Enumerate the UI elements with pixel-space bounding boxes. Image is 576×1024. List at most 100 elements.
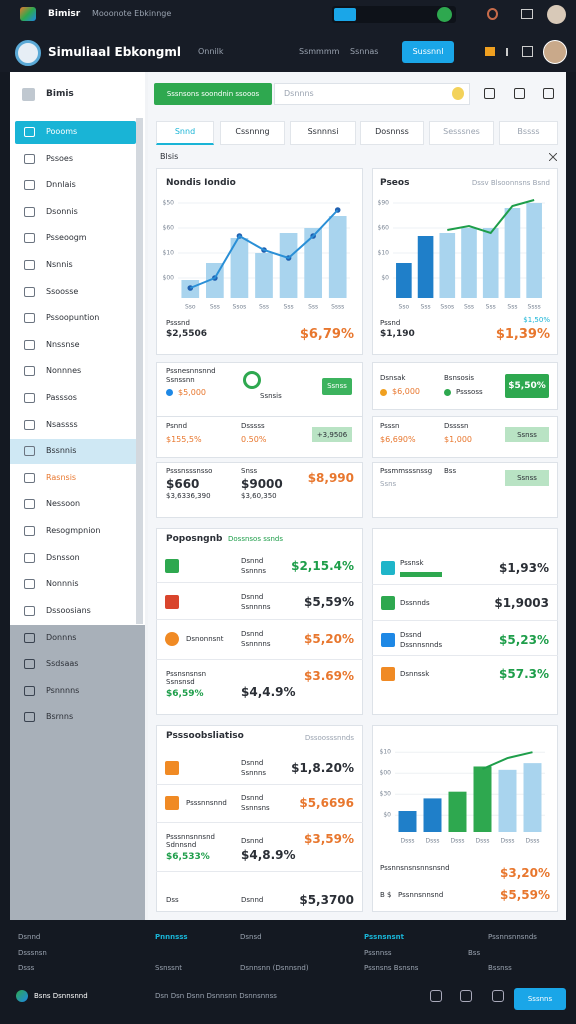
- highlight-item[interactable]: [10, 439, 136, 465]
- items[interactable]: Nessoon: [46, 499, 81, 509]
- search-input[interactable]: [274, 83, 470, 105]
- tabs[interactable]: Snnd: [174, 127, 196, 136]
- label2: Dssssn: [444, 422, 469, 430]
- items[interactable]: Pssoes: [46, 153, 74, 163]
- items[interactable]: Ssoosse: [46, 286, 79, 296]
- logo: [16, 990, 28, 1002]
- icon[interactable]: [492, 990, 504, 1002]
- sub: $3,6336,390: [166, 492, 211, 500]
- avatar[interactable]: [543, 40, 567, 64]
- label2: Snss: [241, 467, 258, 475]
- button[interactable]: Sssnns: [527, 995, 553, 1003]
- icon[interactable]: [485, 47, 495, 56]
- button[interactable]: [514, 988, 566, 1010]
- columns[interactable]: Bssnss: [488, 964, 512, 972]
- tabs[interactable]: Cssnnng: [235, 127, 270, 136]
- name: Dsnnd: [241, 896, 264, 904]
- columns[interactable]: Ssnssnt: [155, 964, 183, 972]
- icon[interactable]: [452, 87, 464, 100]
- columns[interactable]: Pssnsns Bsnsns: [364, 964, 419, 972]
- avatar[interactable]: [547, 5, 566, 24]
- icon: [24, 233, 35, 244]
- nav[interactable]: Ssmmmm: [299, 47, 340, 56]
- items[interactable]: Passsos: [46, 393, 77, 402]
- items[interactable]: Bssnnis: [46, 446, 77, 456]
- icon[interactable]: [521, 9, 533, 19]
- value: $5,3700: [299, 893, 354, 907]
- columns[interactable]: Pnnnsss: [155, 933, 188, 941]
- bottom-items[interactable]: Ssdsaas: [46, 659, 79, 669]
- tabs[interactable]: Dosnnss: [375, 127, 409, 136]
- items[interactable]: Psseoogm: [46, 233, 87, 243]
- label: Psnnd: [166, 422, 188, 430]
- icon[interactable]: [460, 990, 472, 1002]
- tabs[interactable]: Bssss: [517, 127, 540, 136]
- button[interactable]: Sussnnl: [412, 47, 444, 56]
- search: Dsnnns: [284, 89, 314, 98]
- separator: [156, 618, 363, 620]
- tab[interactable]: [429, 121, 494, 145]
- icon[interactable]: [543, 88, 554, 99]
- close-icon[interactable]: [549, 153, 557, 161]
- icon[interactable]: [430, 990, 442, 1002]
- label2: Bsnsosis: [444, 374, 475, 382]
- icon: [24, 552, 35, 563]
- items[interactable]: Nnssnse: [46, 339, 80, 349]
- bottom-items[interactable]: Psnnnns: [46, 685, 80, 695]
- button[interactable]: Sssnsons soondnin ssooos: [166, 90, 260, 98]
- icon[interactable]: [506, 48, 512, 56]
- items[interactable]: Resogmpnion: [46, 526, 101, 535]
- columns[interactable]: Dsss: [18, 964, 35, 972]
- icon: [24, 313, 35, 324]
- columns[interactable]: Bss: [468, 949, 481, 957]
- items[interactable]: Nonnnes: [46, 366, 82, 376]
- search-chip[interactable]: [334, 8, 356, 21]
- columns[interactable]: Pssnnsnnsnds: [488, 933, 537, 941]
- links[interactable]: Dsn Dsn Dsnn Dsnnsnn Dsnnsnnss: [155, 992, 277, 1000]
- tab[interactable]: [499, 121, 558, 145]
- tabs[interactable]: Ssnnnsi: [307, 127, 339, 136]
- icon[interactable]: [484, 88, 495, 99]
- button[interactable]: [402, 41, 454, 63]
- bottom-items[interactable]: Bsrnns: [46, 711, 74, 721]
- bottom-items[interactable]: Donnns: [46, 633, 77, 642]
- icon[interactable]: [514, 88, 525, 99]
- items[interactable]: Dsnsson: [46, 552, 80, 562]
- badge: [322, 378, 352, 395]
- name: Dsnnd: [241, 630, 264, 638]
- items[interactable]: Dssoosians: [46, 605, 91, 615]
- columns[interactable]: Dsssnsn: [18, 949, 47, 957]
- separator: [156, 870, 363, 872]
- tab[interactable]: [220, 121, 285, 145]
- button[interactable]: [154, 83, 272, 105]
- value: $5,20%: [304, 632, 354, 646]
- columns[interactable]: Pssnsnsnt: [364, 933, 404, 941]
- icon: [381, 667, 395, 681]
- items[interactable]: Dnnlais: [46, 180, 76, 190]
- sub: Ssns: [380, 480, 397, 488]
- footer-label: Pssnnsnsnsnnsnsnd: [380, 864, 450, 872]
- columns[interactable]: Dsnnd: [18, 933, 41, 941]
- columns[interactable]: Dsnsd: [240, 933, 262, 941]
- columns[interactable]: Dsnnsnn (Dsnnsnd): [240, 964, 309, 972]
- items[interactable]: Nsassss: [46, 419, 78, 429]
- icon: [24, 711, 35, 722]
- items[interactable]: Poooms: [46, 127, 78, 136]
- nav[interactable]: Ssnnas: [350, 47, 379, 56]
- items[interactable]: Dsonnis: [46, 206, 78, 216]
- nav[interactable]: Onnilk: [198, 47, 224, 56]
- tab[interactable]: [156, 121, 214, 145]
- icon[interactable]: [487, 8, 498, 20]
- tab[interactable]: [360, 121, 424, 145]
- card: [372, 528, 558, 715]
- tab[interactable]: [290, 121, 356, 145]
- items[interactable]: Rasnsis: [46, 472, 77, 482]
- icon[interactable]: [522, 46, 533, 57]
- items[interactable]: Nsnnis: [46, 260, 73, 269]
- items[interactable]: Pssoopuntion: [46, 313, 100, 323]
- active-item[interactable]: [15, 121, 136, 144]
- tabs[interactable]: Sesssnes: [443, 127, 480, 136]
- items[interactable]: Nonnnis: [46, 579, 79, 589]
- columns[interactable]: Pssnnss: [364, 949, 392, 957]
- icon: [24, 206, 35, 217]
